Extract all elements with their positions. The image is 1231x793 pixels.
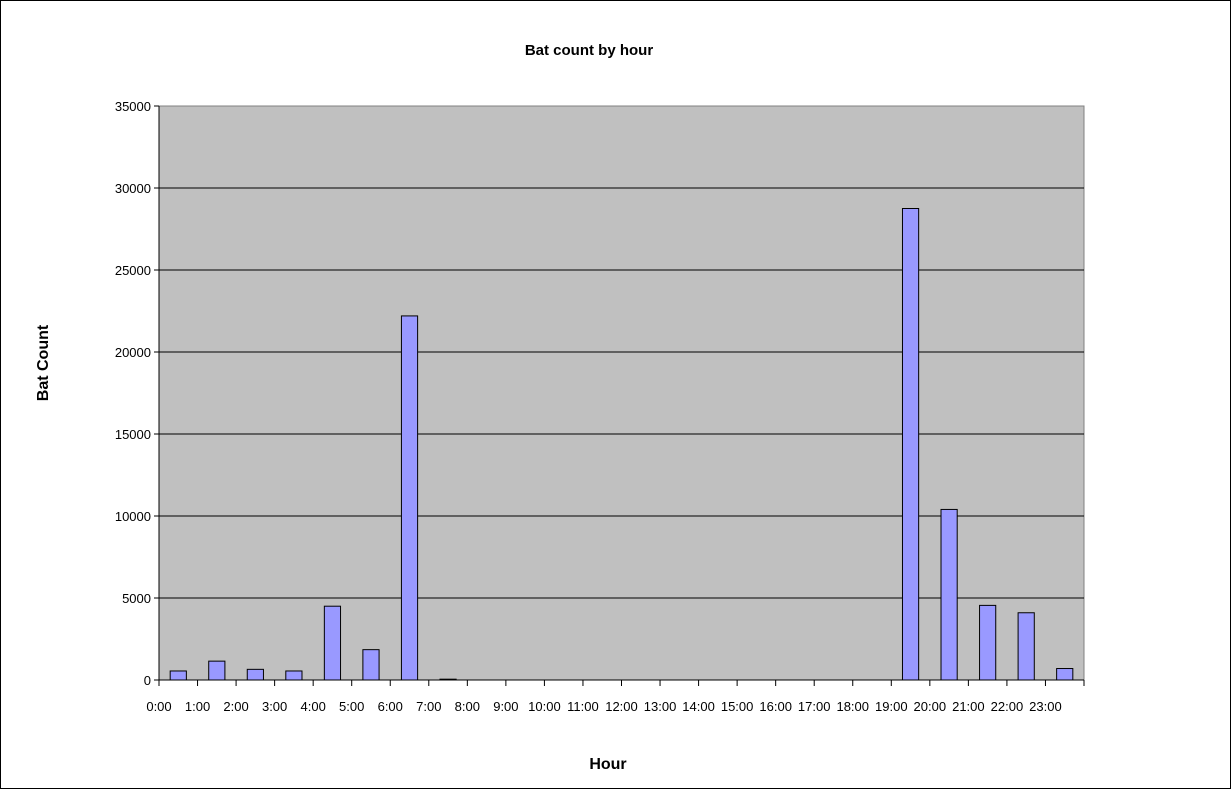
x-tick-label: 16:00 <box>759 699 792 714</box>
x-tick-label: 7:00 <box>416 699 441 714</box>
x-tick-label: 5:00 <box>339 699 364 714</box>
x-tick-label: 22:00 <box>991 699 1024 714</box>
x-tick-label: 23:00 <box>1029 699 1062 714</box>
bar <box>400 315 419 681</box>
x-tick-label: 21:00 <box>952 699 985 714</box>
chart-title: Bat count by hour <box>525 42 653 59</box>
bar <box>1017 612 1035 681</box>
x-tick-label: 14:00 <box>682 699 715 714</box>
bar <box>208 660 226 681</box>
x-tick-label: 18:00 <box>836 699 869 714</box>
bar <box>169 670 187 681</box>
x-tick-label: 9:00 <box>493 699 518 714</box>
bars <box>169 208 1074 681</box>
y-tick-label: 25000 <box>115 263 151 278</box>
y-tick-label: 5000 <box>122 591 151 606</box>
y-tick-label: 15000 <box>115 427 151 442</box>
x-tick-label: 15:00 <box>721 699 754 714</box>
y-tick-label: 35000 <box>115 99 151 114</box>
bar <box>1056 668 1074 681</box>
plot-area <box>158 105 1085 681</box>
y-tick-labels: 0 5000 10000 15000 20000 25000 30000 35000 <box>115 99 151 688</box>
x-tick-label: 2:00 <box>223 699 248 714</box>
bar <box>246 668 264 681</box>
y-axis-label: Bat Count <box>35 324 52 401</box>
y-tick-label: 30000 <box>115 181 151 196</box>
x-tick-label: 17:00 <box>798 699 831 714</box>
bar <box>940 508 958 681</box>
x-tick-label: 1:00 <box>185 699 210 714</box>
x-tick-label: 4:00 <box>301 699 326 714</box>
y-tick-label: 0 <box>144 673 151 688</box>
y-tick-label: 10000 <box>115 509 151 524</box>
x-tick-label: 8:00 <box>455 699 480 714</box>
x-tick-label: 3:00 <box>262 699 287 714</box>
x-tick-label: 13:00 <box>644 699 677 714</box>
bar <box>285 670 303 681</box>
gridlines <box>159 187 1084 599</box>
x-tick-label: 20:00 <box>914 699 947 714</box>
x-axis-label: Hour <box>589 756 626 773</box>
x-tick-label: 19:00 <box>875 699 908 714</box>
x-tick-label: 0:00 <box>146 699 171 714</box>
bar <box>979 604 997 681</box>
bar <box>901 208 920 681</box>
bar <box>323 605 342 681</box>
x-tick-labels: 0:00 1:00 2:00 3:00 4:00 5:00 6:00 7:00 8:00 9:00… <box>146 699 1061 714</box>
x-tick-label: 10:00 <box>528 699 561 714</box>
bar <box>362 649 380 681</box>
x-tick-label: 11:00 <box>567 699 599 714</box>
x-tick-label: 12:00 <box>605 699 638 714</box>
axes <box>154 105 1085 686</box>
y-tick-label: 20000 <box>115 345 151 360</box>
x-tick-label: 6:00 <box>378 699 403 714</box>
